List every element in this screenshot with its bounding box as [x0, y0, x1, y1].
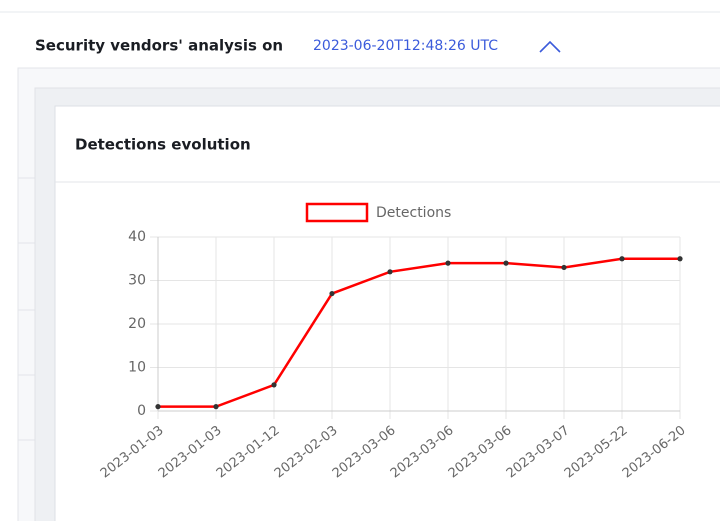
series-line: [158, 257, 680, 408]
background-rows: [18, 177, 35, 441]
data-point: [155, 404, 161, 410]
data-point: [503, 260, 509, 266]
collapse-chevron[interactable]: [539, 40, 561, 53]
data-point: [329, 290, 335, 297]
y-tick-label: 10: [128, 360, 146, 376]
data-point: [561, 264, 567, 271]
data-point: [387, 269, 393, 275]
legend-label: Detections: [376, 205, 451, 221]
section-title: Security vendors' analysis on: [35, 37, 283, 55]
card: [54, 105, 720, 525]
date-link[interactable]: 2023-06-20T12:48:26 UTC: [313, 38, 498, 54]
card-title: Detections evolution: [75, 136, 251, 154]
data-point: [677, 256, 683, 262]
data-point: [271, 382, 277, 388]
data-point: [619, 256, 625, 262]
y-tick-label: 30: [128, 273, 146, 289]
y-tick-label: 20: [128, 316, 146, 332]
y-tick-label: 40: [128, 229, 146, 245]
data-point: [445, 260, 451, 266]
legend-swatch: [305, 202, 369, 223]
y-tick-label: 0: [137, 403, 146, 419]
data-point: [213, 404, 219, 410]
